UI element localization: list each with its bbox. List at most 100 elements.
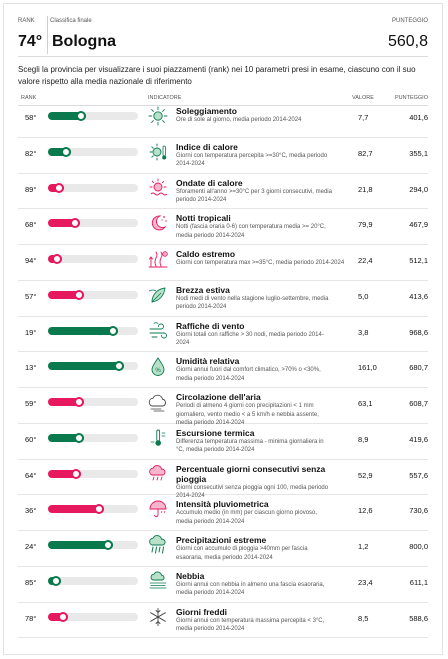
rank-bar-fill [48, 505, 104, 514]
indicator-description: Giorni con temperatura max >=35°C, media… [176, 259, 346, 268]
indicator-score: 611,1 [409, 577, 428, 587]
indicator-description: Sforamenti all'anno >=30°C per 3 giorni … [176, 188, 346, 205]
rank-bar-fill [48, 290, 84, 299]
rank-bar [48, 575, 138, 586]
indicator-title: Circolazione dell'aria [176, 392, 261, 402]
indicator-description-line: Accumulo medio (in mm) per ciascun giorn… [176, 510, 318, 517]
indicator-description-line: Giorni annui fuori dal comfort climatico… [176, 367, 321, 374]
heat-index-icon [149, 143, 167, 161]
rank-bar [48, 182, 138, 193]
indicator-row: 36° Intensità pluviometrica Accumulo medio… [18, 495, 428, 531]
rank-bar [48, 504, 138, 515]
indicator-title: Nebbia [176, 570, 205, 581]
indicator-row: 64° Percentuale giorni consecutivi senza … [18, 460, 428, 499]
indicator-description-line: media periodo 2014-2024 [176, 626, 245, 632]
indicator-row: 19° Raffiche di vento Giorni totali con ra… [18, 317, 428, 353]
fog-icon [149, 571, 167, 589]
indicator-score: 557,6 [409, 470, 428, 480]
indicator-description: Giorni con accumulo di pioggia >40mm per… [176, 545, 346, 562]
rank-bar [48, 397, 138, 407]
indicator-rank: 13° [25, 363, 37, 373]
province-selector[interactable]: Bologna [52, 33, 116, 50]
overall-score: 560,8 [387, 33, 428, 50]
indicator-description-line: °C, media periodo 2014-2024 [176, 447, 255, 454]
indicator-description: Giorni totali con raffiche > 30 nodi, me… [176, 331, 346, 348]
indicator-row: 13°% Umidità relativa Giorni annui fuori d… [18, 352, 428, 388]
indicator-rank: 24° [25, 542, 37, 551]
indicator-description: Differenza temperatura massima - minima … [176, 438, 346, 455]
indicator-value: 63,1 [358, 399, 373, 408]
indicator-rank: 85° [25, 577, 37, 587]
rank-bar-fill [48, 469, 81, 478]
rank-bar-fill [48, 326, 118, 335]
rank-bar-fill [48, 219, 80, 228]
indicator-description-line: Ore di sole al giorno, media periodo 201… [176, 117, 302, 123]
rank-bar-knob [54, 182, 64, 193]
indicator-description-line: giornaliero, vento medio < a 5 km/h e ne… [176, 411, 319, 418]
indicator-row: 24° Precipitazioni estreme Giorni con accu… [18, 531, 428, 567]
ranking-card: RANK Classifica finale PUNTEGGIO 74° Bol… [3, 3, 443, 655]
rank-bar-fill [48, 541, 113, 549]
indicator-description: Giorni annui con temperatura massima per… [176, 617, 346, 634]
indicator-description: Giorni annui fuori dal comfort climatico… [176, 366, 346, 383]
extreme-heat-icon [148, 251, 168, 268]
indicator-value: 12,6 [358, 506, 373, 516]
indicator-description: Notti (fascia oraria 0-6) con temperatur… [176, 223, 346, 240]
indicator-description-line: 2024 [176, 340, 190, 346]
indicator-title: Ondate di calore [176, 177, 243, 188]
umbrella-icon [149, 500, 167, 518]
rank-bar [48, 361, 138, 372]
rank-bar-fill [48, 433, 84, 442]
indicator-rank: 59° [25, 399, 37, 408]
indicator-description-line: 2014-2024 [176, 493, 205, 499]
rank-label: RANK [18, 18, 35, 24]
indicator-value: 1,2 [358, 542, 369, 551]
indicator-description-line: esaoraria, media periodo 2014-2024 [176, 554, 273, 561]
indicator-description-line: Giorni con accumulo di pioggia >40mm per… [176, 546, 308, 552]
indicator-score: 413,6 [409, 291, 428, 301]
indicator-rank: 94° [25, 256, 37, 265]
breeze-icon [148, 287, 166, 303]
indicator-score: 680,7 [409, 363, 428, 373]
indicator-row: 89° Ondate di calore Sforamenti all'anno >… [18, 174, 428, 210]
rank-bar [48, 540, 138, 550]
column-score: PUNTEGGIO [394, 95, 428, 101]
rank-bar-fill [48, 112, 86, 120]
indicator-row: 82° Indice di calore Giorni con temperatur… [18, 138, 428, 174]
rank-bar-knob [51, 575, 61, 586]
indicator-rank: 58° [25, 113, 37, 122]
indicator-rank: 68° [25, 220, 37, 230]
indicator-row: 57° Brezza estiva Nodi medi di vento nella… [18, 281, 428, 317]
indicator-description-line: Notti (fascia oraria 0-6) con temperatur… [176, 224, 326, 231]
heavy-rain-icon [149, 535, 166, 554]
indicator-rank: 57° [25, 291, 37, 301]
svg-text:%: % [155, 368, 161, 374]
indicator-value: 8,5 [358, 613, 369, 623]
column-indicator: INDICATORE [148, 95, 182, 101]
heatwave-icon [149, 178, 168, 195]
rank-bar-knob [52, 254, 62, 264]
indicator-description-line: media periodo 2014-2024 [176, 518, 245, 525]
indicator-description-line: media periodo 2014-2024 [176, 590, 245, 597]
air-circulation-icon [148, 394, 166, 412]
rank-bar [48, 111, 138, 121]
indicator-description-line: Sforamenti all'anno >=30°C per 3 giorni … [176, 188, 332, 195]
indicator-title: Indice di calore [176, 141, 238, 152]
indicator-rank: 36° [25, 506, 37, 516]
final-ranking-label: Classifica finale [50, 18, 92, 24]
snowflake-icon [150, 607, 166, 626]
indicator-score: 401,6 [409, 113, 428, 122]
indicator-title: Notti tropicali [176, 213, 231, 224]
page-description: Scegli la provincia per visualizzare i s… [18, 65, 416, 86]
indicator-value: 52,9 [358, 470, 373, 480]
indicator-title: Umidità relativa [176, 356, 240, 367]
indicator-title: Soleggiamento [176, 106, 237, 116]
column-value: VALORE [352, 95, 374, 101]
rain-cloud-icon [149, 464, 166, 480]
indicator-score: 730,6 [409, 506, 428, 516]
indicator-description-line: Differenza temperatura massima - minima … [176, 438, 324, 445]
indicator-description-line: Nodi medi di vento nella stagione luglio… [176, 295, 329, 302]
indicator-description-line: Giorni con temperatura max >=35°C, media… [176, 260, 345, 266]
rank-bar-knob [70, 218, 80, 229]
rank-bar-knob [94, 504, 104, 515]
